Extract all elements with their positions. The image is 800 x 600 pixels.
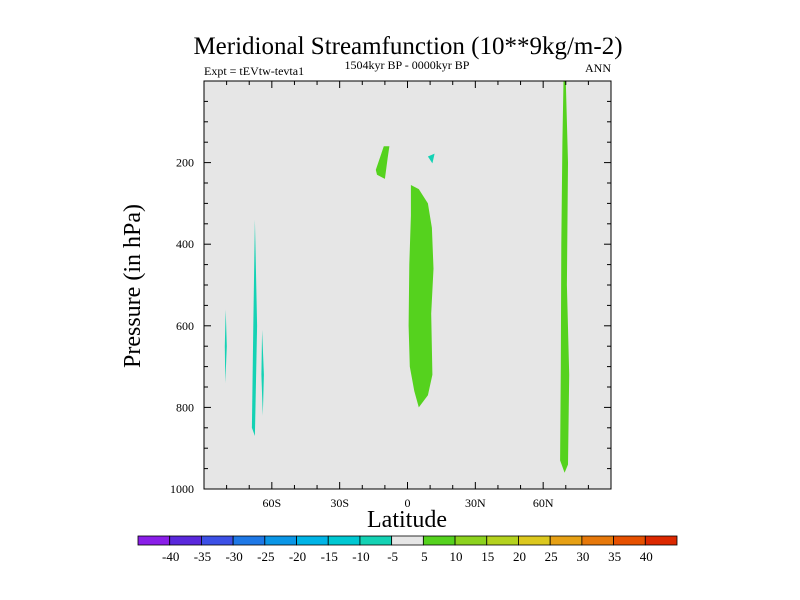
colorbar-swatch (137, 535, 171, 546)
contour-regions (224, 81, 570, 473)
colorbar-swatch (454, 535, 488, 546)
colorbar-swatch (422, 535, 456, 546)
colorbar-swatch (359, 535, 393, 546)
colorbar-label: -20 (289, 549, 306, 564)
plot-area (204, 81, 611, 489)
time-range-label: 1504kyr BP - 0000kyr BP (345, 58, 470, 72)
colorbar-swatch (264, 535, 297, 546)
contour-neg-65S (261, 329, 264, 416)
experiment-label: Expt = tEVtw-tevta1 (204, 64, 304, 78)
axis-ticks (204, 81, 611, 489)
x-tick-label: 0 (405, 496, 411, 510)
colorbar-label: 20 (513, 549, 526, 564)
colorbar-label: 35 (608, 549, 621, 564)
colorbar-swatch (613, 535, 646, 546)
y-tick-label: 400 (176, 237, 194, 251)
colorbar-swatch (169, 535, 202, 546)
colorbar-swatch (581, 535, 614, 546)
y-axis-title: Pressure (in hPa) (120, 204, 146, 368)
colorbar-swatch (549, 535, 583, 546)
colorbar-label: -35 (194, 549, 211, 564)
contour-neg-10N (427, 153, 435, 164)
colorbar-label: 10 (450, 549, 463, 564)
x-tick-label: 60N (533, 496, 554, 510)
colorbar-swatch (391, 535, 424, 546)
x-tick-label: 30N (465, 496, 486, 510)
contour-neg-80S (224, 309, 227, 383)
y-tick-label: 200 (176, 156, 194, 170)
colorbar-swatch (232, 535, 266, 546)
x-tick-labels: 60S 30S 0 30N 60N (262, 496, 553, 510)
colorbar-label: 30 (576, 549, 589, 564)
colorbar-swatch (201, 535, 234, 546)
colorbar-label: -5 (387, 549, 398, 564)
colorbar-label: 15 (481, 549, 494, 564)
chart-title: Meridional Streamfunction (10**9kg/m-2) (193, 33, 622, 60)
colorbar-label: 40 (640, 549, 653, 564)
colorbar-swatch (296, 535, 329, 546)
colorbar-labels: -40 -35 -30 -25 -20 -15 -10 -5 5 10 15 20 25 30 35 40 (162, 549, 653, 564)
colorbar-swatch (644, 535, 678, 546)
contour-neg-70S (251, 219, 258, 436)
colorbar-swatch (486, 535, 519, 546)
colorbar-label: -25 (257, 549, 274, 564)
colorbar-label: -10 (352, 549, 369, 564)
season-label: ANN (585, 61, 611, 75)
y-tick-label: 1000 (170, 482, 194, 496)
colorbar-label: 25 (545, 549, 558, 564)
colorbar-label: -40 (162, 549, 179, 564)
x-axis-title: Latitude (367, 507, 447, 533)
colorbar-swatch (327, 535, 361, 546)
colorbar-label: -30 (225, 549, 242, 564)
colorbar-label: 5 (421, 549, 428, 564)
y-tick-labels: 200 400 600 800 1000 (170, 156, 194, 496)
colorbar-swatch (518, 535, 551, 546)
y-tick-label: 800 (176, 400, 194, 414)
contour-pos-70N (560, 81, 570, 473)
y-tick-label: 600 (176, 319, 194, 333)
contour-pos-15S (375, 146, 390, 179)
x-tick-label: 60S (262, 496, 281, 510)
contour-pos-eq (408, 185, 434, 408)
colorbar (137, 535, 678, 546)
colorbar-label: -15 (321, 549, 338, 564)
x-tick-label: 30S (330, 496, 349, 510)
